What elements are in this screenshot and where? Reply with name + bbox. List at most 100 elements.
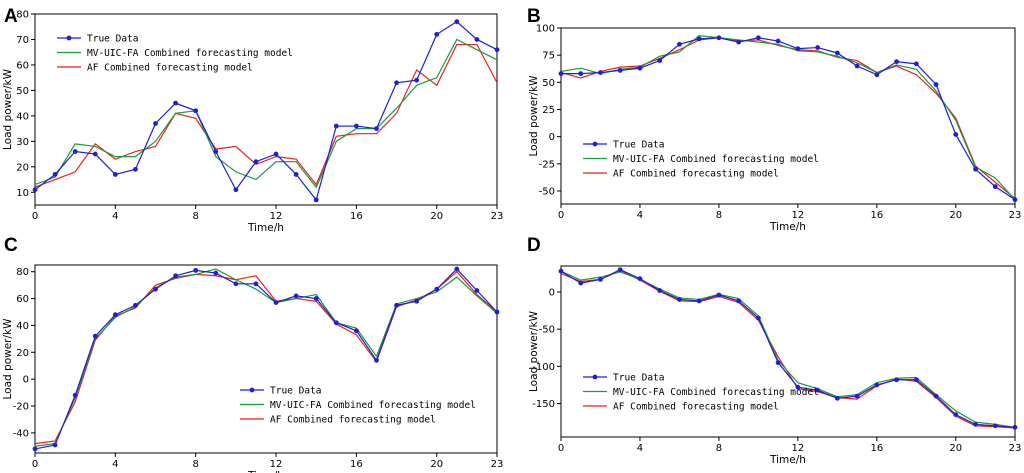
x-tick-label: 16 <box>870 443 883 454</box>
x-axis-label: Time/h <box>769 454 806 466</box>
series-line-true-data <box>561 37 1015 201</box>
y-tick-label: 50 <box>542 78 555 89</box>
data-point-true-data <box>598 70 603 75</box>
data-point-true-data <box>578 280 584 286</box>
data-point-true-data <box>273 151 279 157</box>
data-point-true-data <box>696 36 702 42</box>
data-point-true-data <box>815 45 821 50</box>
x-tick-label: 0 <box>558 443 564 454</box>
y-tick-label: 10 <box>16 188 29 199</box>
data-point-true-data <box>755 35 761 41</box>
plot-frame <box>560 265 1016 438</box>
data-point-true-data <box>293 172 299 177</box>
x-tick-label: 16 <box>350 459 363 470</box>
panel-letter: D <box>527 235 541 256</box>
y-tick-label: 25 <box>542 105 555 116</box>
data-point-true-data <box>617 267 623 273</box>
y-tick-label: 20 <box>16 162 29 173</box>
y-tick-label: 0 <box>549 288 555 299</box>
data-point-true-data <box>795 46 801 52</box>
y-tick-label: 20 <box>16 348 29 359</box>
x-tick-label: 12 <box>792 210 805 221</box>
data-point-true-data <box>353 328 359 334</box>
y-tick-label: 0 <box>23 375 29 386</box>
plot-frame <box>34 13 498 206</box>
data-point-true-data <box>454 266 460 272</box>
data-point-true-data <box>52 172 58 177</box>
y-axis-label: Load power/kW <box>528 310 540 392</box>
x-tick-label: 20 <box>949 443 962 454</box>
data-point-true-data <box>834 395 840 401</box>
data-point-true-data <box>933 393 939 399</box>
series-line-true-data <box>561 269 1015 428</box>
data-point-true-data <box>775 38 781 44</box>
data-point-true-data <box>374 357 379 363</box>
legend: True Data MV-UIC-FA Combined forecasting … <box>57 34 293 74</box>
x-axis-label: Time/h <box>247 222 284 234</box>
legend: True Data MV-UIC-FA Combined forecasting … <box>240 386 476 426</box>
x-axis-label: Time/h <box>769 221 806 233</box>
data-point-true-data <box>558 71 564 77</box>
x-tick-label: 20 <box>430 211 443 222</box>
data-point-true-data <box>913 61 919 67</box>
data-point-true-data <box>233 281 239 287</box>
data-point-true-data <box>32 446 38 452</box>
data-point-true-data <box>434 31 440 37</box>
series-line-mv-uic-fa <box>35 268 497 447</box>
plot-frame <box>560 27 1016 205</box>
data-point-true-data <box>558 268 564 274</box>
data-point-true-data <box>716 292 722 298</box>
data-point-true-data <box>953 132 959 137</box>
legend: True Data MV-UIC-FA Combined forecasting … <box>583 373 819 413</box>
y-tick-label: 40 <box>16 111 29 122</box>
y-tick-label: -50 <box>539 325 555 336</box>
data-point-true-data <box>193 267 199 273</box>
data-point-true-data <box>72 149 78 154</box>
y-tick-label: 80 <box>16 267 29 278</box>
y-axis-label: Load power/kW <box>2 68 14 150</box>
panel-letter: B <box>527 6 541 27</box>
data-point-true-data <box>854 393 860 399</box>
data-point-true-data <box>253 281 259 287</box>
y-tick-label: 100 <box>536 24 555 35</box>
data-point-true-data <box>313 296 319 301</box>
data-point-true-data <box>953 412 959 418</box>
x-axis-label: Time/h <box>247 470 284 473</box>
data-point-true-data <box>1012 424 1018 430</box>
data-point-true-data <box>716 35 722 41</box>
x-tick-label: 12 <box>270 211 283 222</box>
chart-panel-b: B 0 4 8 12 16 20 23 -50 -25 0 25 50 75 100 Time/h Load p… <box>527 6 1021 233</box>
legend-label: MV-UIC-FA Combined forecasting model <box>87 48 293 59</box>
x-tick-label: 8 <box>193 459 199 470</box>
series-line-af <box>35 270 497 445</box>
x-tick-label: 23 <box>1009 443 1022 454</box>
legend-label: AF Combined forecasting model <box>613 169 779 180</box>
y-tick-label: 70 <box>16 35 29 46</box>
legend-label: AF Combined forecasting model <box>87 63 253 74</box>
data-point-true-data <box>736 39 742 45</box>
chart-panel-a: A 0 4 8 12 16 20 23 10 20 30 40 50 60 70 80 Time/h Load p… <box>2 6 503 234</box>
data-point-true-data <box>153 286 158 292</box>
legend-marker <box>592 374 598 380</box>
y-tick-label: 80 <box>16 10 29 21</box>
legend-marker <box>249 387 255 393</box>
data-point-true-data <box>112 312 118 318</box>
series-line-mv-uic-fa <box>561 34 1015 201</box>
y-tick-label: -50 <box>539 186 555 197</box>
data-point-true-data <box>72 392 78 398</box>
series-line-true-data <box>35 20 497 202</box>
data-point-true-data <box>677 297 682 302</box>
data-point-true-data <box>992 423 998 429</box>
data-point-true-data <box>193 108 199 114</box>
x-tick-label: 4 <box>637 443 643 454</box>
data-point-true-data <box>353 123 359 129</box>
legend-label: True Data <box>613 140 664 151</box>
data-point-true-data <box>213 270 219 276</box>
data-point-true-data <box>494 309 500 315</box>
data-point-true-data <box>233 187 239 193</box>
data-point-true-data <box>173 273 179 279</box>
data-point-true-data <box>637 65 643 71</box>
x-tick-label: 8 <box>716 443 722 454</box>
data-point-true-data <box>1012 197 1018 203</box>
data-point-true-data <box>578 71 584 77</box>
